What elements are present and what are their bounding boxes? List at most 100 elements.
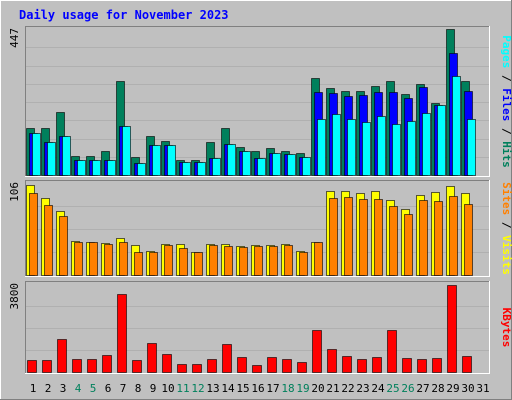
x-tick-label: 21 — [326, 382, 339, 395]
chart-title: Daily usage for November 2023 — [19, 8, 229, 22]
kbytes-bar — [192, 364, 202, 373]
pages-bar — [182, 162, 191, 176]
kbytes-bar — [387, 330, 397, 373]
chart-panels: 447 Pages / Files / Hits 106 Sites / Visits… — [8, 26, 512, 374]
x-tick-label: 18 — [281, 382, 294, 395]
sites-bar — [404, 214, 413, 276]
x-tick-label: 20 — [311, 382, 324, 395]
x-tick-label: 24 — [371, 382, 385, 395]
pages-bar — [92, 160, 101, 176]
kbytes-bar — [87, 359, 97, 373]
x-tick-label: 28 — [431, 382, 444, 395]
pages-bar — [242, 151, 251, 176]
legend-kbytes: KBytes — [500, 308, 512, 348]
kbytes-bar — [267, 357, 277, 373]
y-axis-max-label: 106 — [8, 182, 21, 202]
x-tick-label: 15 — [236, 382, 249, 395]
y-axis-max-label: 447 — [8, 28, 21, 48]
kbytes-bar — [327, 349, 337, 373]
pages-bar — [137, 163, 146, 176]
sites-bar — [329, 198, 338, 276]
kbytes-bar — [27, 360, 37, 373]
pages-bar — [257, 158, 266, 176]
sites-bar — [74, 242, 83, 276]
pages-bar — [377, 116, 386, 176]
kbytes-bar — [102, 355, 112, 373]
x-tick-label: 10 — [161, 382, 174, 395]
sites-bar — [449, 196, 458, 276]
kbytes-bar — [342, 356, 352, 373]
sites-bar — [419, 200, 428, 276]
sites-bar — [194, 252, 203, 276]
x-tick-label: 22 — [341, 382, 354, 395]
kbytes-bar — [132, 360, 142, 373]
x-tick-label: 19 — [296, 382, 309, 395]
kbytes-bar — [447, 285, 457, 373]
pages-bar — [317, 119, 326, 176]
kbytes-bar — [162, 354, 172, 373]
panel-kbytes: 3800 KBytes — [8, 281, 512, 374]
pages-bar — [287, 154, 296, 176]
sites-bar — [179, 248, 188, 276]
x-tick-label: 2 — [45, 382, 52, 395]
x-tick-label: 4 — [75, 382, 82, 395]
series-legend-label: Sites / Visits — [500, 182, 512, 275]
sites-bar — [149, 252, 158, 276]
pages-bar — [407, 121, 416, 176]
sites-bar — [89, 242, 98, 276]
sites-bar — [254, 246, 263, 276]
sites-bar — [389, 206, 398, 276]
pages-bar — [452, 76, 461, 176]
x-tick-label: 7 — [120, 382, 127, 395]
sites-bar — [299, 252, 308, 276]
kbytes-bar — [282, 359, 292, 373]
series-legend-label: Pages / Files / Hits — [500, 35, 512, 168]
pages-bar — [47, 142, 56, 176]
x-tick-label: 11 — [176, 382, 189, 395]
pages-bar — [347, 119, 356, 176]
legend-sites: Sites — [500, 182, 512, 215]
pages-bar — [122, 126, 131, 176]
pages-bar — [62, 136, 71, 176]
legend-hits: Hits — [500, 141, 512, 168]
sites-bar — [164, 245, 173, 276]
pages-bar — [227, 144, 236, 176]
sites-bar — [344, 197, 353, 276]
sites-bar — [269, 246, 278, 276]
x-tick-label: 5 — [90, 382, 97, 395]
kbytes-bar — [72, 359, 82, 373]
x-tick-label: 27 — [416, 382, 429, 395]
kbytes-bar — [177, 364, 187, 373]
x-tick-label: 16 — [251, 382, 264, 395]
sites-bar — [29, 193, 38, 276]
sites-bar — [209, 245, 218, 276]
pages-bar — [167, 145, 176, 176]
legend-separator: / — [500, 68, 512, 88]
x-tick-label: 25 — [386, 382, 399, 395]
kbytes-bar — [357, 359, 367, 373]
kbytes-bar — [402, 358, 412, 373]
pages-bar — [197, 162, 206, 176]
kbytes-bar — [207, 359, 217, 373]
kbytes-bar — [57, 339, 67, 373]
x-tick-label: 26 — [401, 382, 414, 395]
pages-bar — [437, 105, 446, 176]
x-tick-label: 29 — [446, 382, 459, 395]
pages-bar — [392, 124, 401, 176]
pages-bar — [362, 122, 371, 176]
sites-bar — [239, 247, 248, 276]
x-tick-label: 6 — [105, 382, 112, 395]
kbytes-bar — [252, 365, 262, 373]
pages-bar — [332, 114, 341, 176]
x-tick-label: 8 — [135, 382, 142, 395]
sites-bar — [104, 244, 113, 276]
x-tick-label: 1 — [30, 382, 37, 395]
legend-visits: Visits — [500, 235, 512, 275]
legend-separator: / — [500, 215, 512, 235]
sites-bar — [59, 216, 68, 276]
pages-bar — [212, 158, 221, 176]
x-tick-label: 9 — [150, 382, 157, 395]
pages-bar — [77, 160, 86, 176]
pages-bar — [302, 157, 311, 176]
kbytes-bar — [462, 356, 472, 373]
